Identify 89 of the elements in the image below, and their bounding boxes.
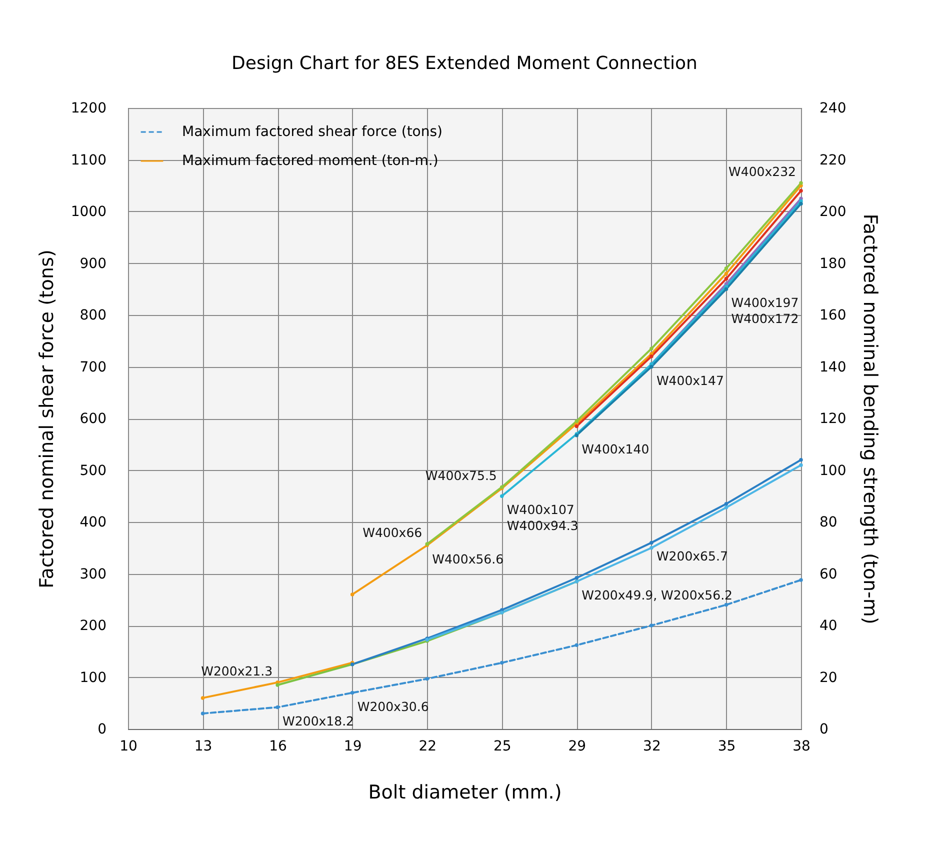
x-tick-label: 13 xyxy=(194,738,212,754)
annotation: W400x56.6 xyxy=(432,551,504,566)
point xyxy=(200,712,205,716)
point xyxy=(724,272,728,276)
y-tick-label: 0 xyxy=(98,722,106,738)
point xyxy=(200,696,205,700)
point xyxy=(650,354,654,358)
x-tick-label: 22 xyxy=(418,738,437,754)
point xyxy=(500,660,504,665)
annotation: W400x232 xyxy=(728,164,796,180)
y-tick-label: 1100 xyxy=(70,152,106,168)
legend-label: Maximum factored moment (ton-m.) xyxy=(182,153,438,169)
y2-tick-label: 20 xyxy=(820,670,838,686)
point xyxy=(574,643,579,648)
y2-tick-label: 120 xyxy=(820,411,846,427)
y2-tick-label: 100 xyxy=(820,462,846,479)
y-tick-label: 500 xyxy=(80,462,106,479)
x-tick-label: 38 xyxy=(792,738,810,754)
point xyxy=(724,506,728,510)
point xyxy=(650,540,654,545)
point xyxy=(799,188,803,193)
y-tick-label: 800 xyxy=(80,308,106,324)
y2-axis-title: Factored nominal bending strength (ton-m) xyxy=(859,214,882,624)
y-axis-title: Factored nominal shear force (tons) xyxy=(36,250,58,588)
annotation: W400x172 xyxy=(731,311,799,326)
y-tick-label: 100 xyxy=(80,670,106,686)
y2-tick-label: 40 xyxy=(820,618,838,634)
y2-tick-label: 140 xyxy=(820,359,846,376)
point xyxy=(724,502,728,506)
point xyxy=(350,592,354,596)
point xyxy=(574,576,579,580)
x-tick-label: 29 xyxy=(568,738,586,754)
y2-tick-label: 180 xyxy=(820,256,846,272)
y2-tick-label: 240 xyxy=(820,100,846,116)
x-axis-title: Bolt diameter (mm.) xyxy=(368,782,562,804)
annotation: W200x65.7 xyxy=(656,548,728,564)
annotation: W400x140 xyxy=(582,441,650,456)
y2-tick-label: 160 xyxy=(820,308,846,324)
annotation: W400x147 xyxy=(656,372,724,388)
point xyxy=(350,690,354,695)
point xyxy=(425,676,429,681)
y-tick-label: 400 xyxy=(80,514,106,530)
point xyxy=(650,546,654,550)
annotation: W200x21.3 xyxy=(201,663,273,678)
x-tick-label: 10 xyxy=(120,738,138,754)
point xyxy=(799,202,803,206)
point xyxy=(799,578,803,582)
annotation: W400x107 xyxy=(506,502,574,518)
point xyxy=(724,266,728,270)
annotation: W200x18.2 xyxy=(282,713,354,728)
point xyxy=(724,276,728,281)
x-tick-label: 25 xyxy=(493,738,512,754)
x-tick-label: 35 xyxy=(718,738,736,754)
point xyxy=(799,463,803,467)
y-tick-label: 700 xyxy=(80,359,106,376)
annotation: W400x94.3 xyxy=(506,518,578,534)
y-tick-label: 1000 xyxy=(70,204,106,220)
y-tick-label: 600 xyxy=(80,411,106,427)
point xyxy=(276,705,280,710)
y2-tick-label: 80 xyxy=(820,514,838,530)
y-tick-label: 900 xyxy=(80,256,106,272)
y2-tick-label: 200 xyxy=(820,204,846,220)
point xyxy=(574,419,579,423)
annotation: W400x197 xyxy=(731,295,799,310)
chart-title: Design Chart for 8ES Extended Moment Connection xyxy=(232,53,698,74)
point xyxy=(650,364,654,369)
point xyxy=(650,624,654,628)
legend-label: Maximum factored shear force (tons) xyxy=(182,124,443,140)
point xyxy=(650,346,654,351)
point xyxy=(799,458,803,462)
point xyxy=(500,494,504,498)
x-tick-label: 16 xyxy=(269,738,288,754)
y-tick-label: 1200 xyxy=(70,100,106,116)
annotation: W400x75.5 xyxy=(425,468,497,484)
point xyxy=(276,683,280,687)
point xyxy=(724,602,728,607)
annotation: W400x66 xyxy=(362,524,422,540)
y-tick-label: 300 xyxy=(80,566,106,582)
y2-tick-label: 60 xyxy=(820,566,838,582)
y-tick-label: 200 xyxy=(80,618,106,634)
point xyxy=(574,424,579,428)
point xyxy=(799,181,803,185)
x-tick-label: 19 xyxy=(344,738,362,754)
annotation: W200x49.9, W200x56.2 xyxy=(582,588,733,603)
y2-tick-label: 220 xyxy=(820,152,846,168)
y2-tick-label: 0 xyxy=(820,722,828,738)
point xyxy=(724,287,728,291)
x-tick-label: 32 xyxy=(643,738,661,754)
annotation: W200x30.6 xyxy=(357,698,429,714)
